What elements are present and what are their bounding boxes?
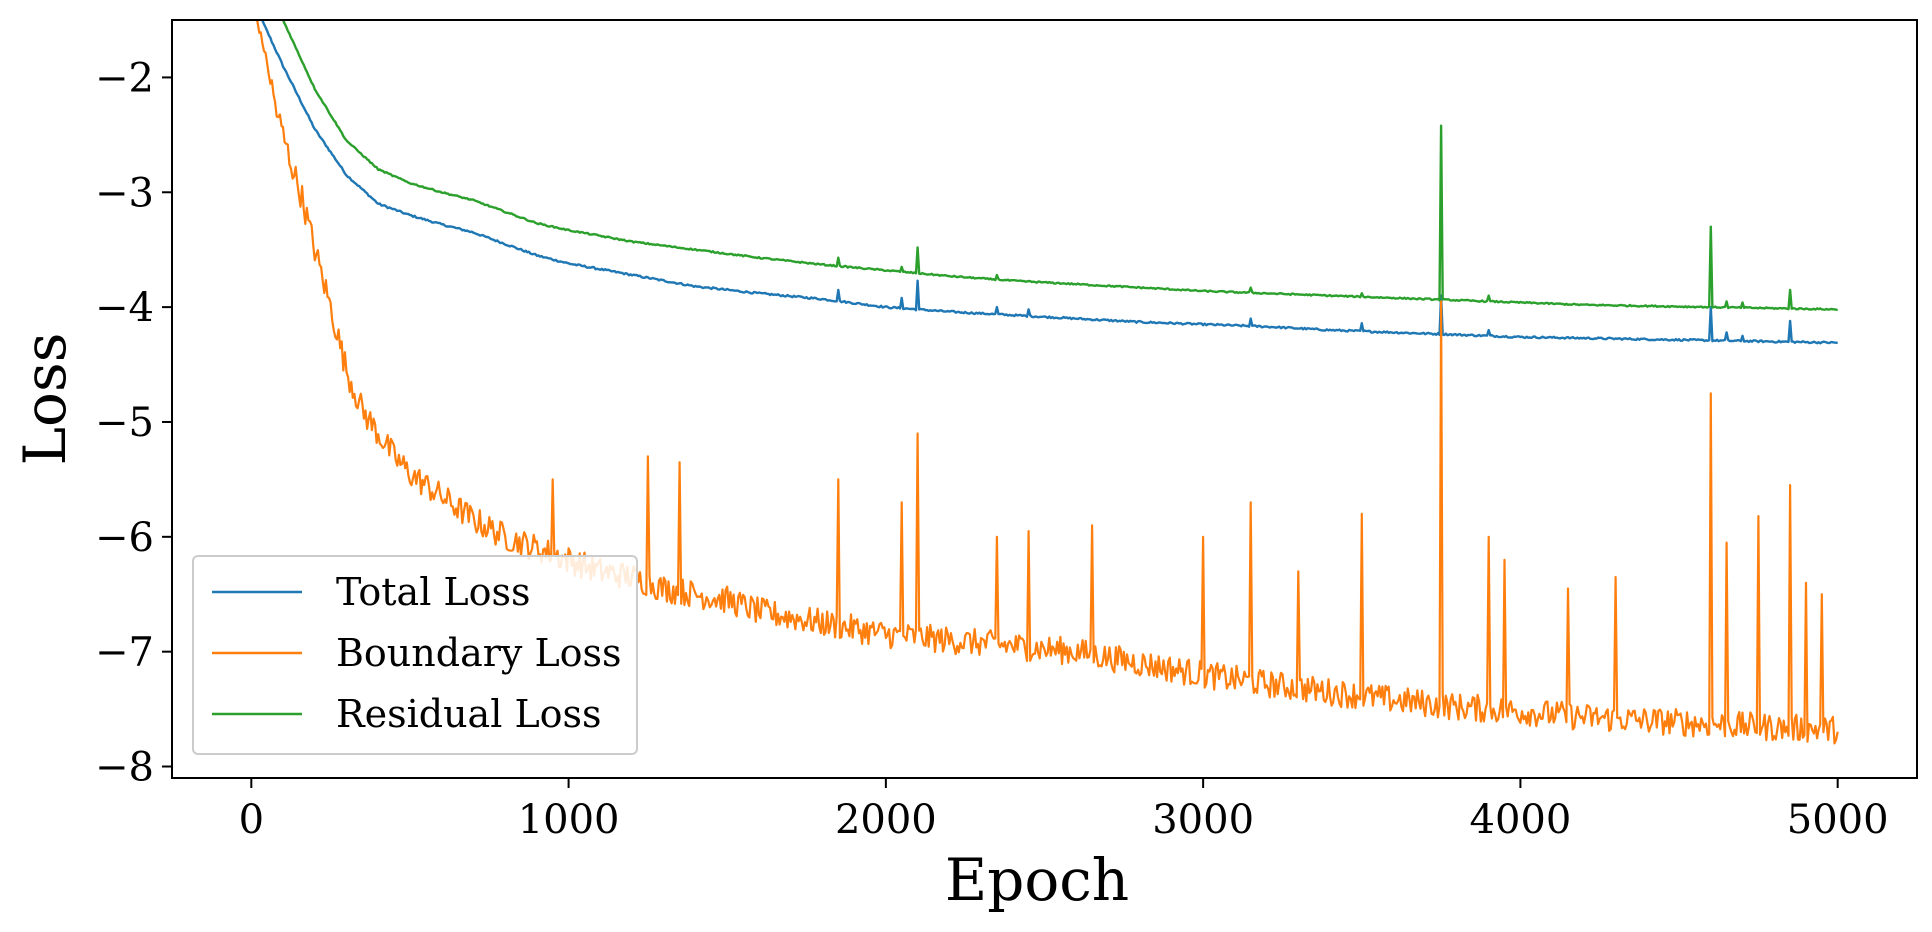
plot-frame — [171, 19, 1918, 779]
legend-box — [192, 555, 638, 755]
y-axis: −2 −3 −4 −5 −6 −7 −8 — [95, 55, 172, 791]
y-tick-label: −8 — [95, 745, 154, 791]
legend-entry-boundary: Boundary Loss — [336, 631, 622, 675]
x-axis-label: Epoch — [945, 846, 1129, 914]
y-tick-label: −5 — [95, 400, 154, 446]
y-tick-label: −4 — [95, 285, 154, 331]
series-layer — [255, 20, 1839, 745]
series-line-total — [260, 20, 1838, 345]
x-tick-label: 0 — [239, 797, 264, 843]
legend-entry-total: Total Loss — [336, 570, 531, 614]
x-tick-label: 2000 — [835, 797, 937, 843]
y-axis-label: Loss — [11, 333, 79, 466]
y-tick-label: −6 — [95, 515, 154, 561]
x-tick-label: 3000 — [1152, 797, 1254, 843]
x-tick-label: 5000 — [1787, 797, 1889, 843]
y-tick-label: −2 — [95, 55, 154, 101]
y-tick-label: −7 — [95, 630, 154, 676]
series-line-residual — [281, 20, 1838, 312]
legend-entry-residual: Residual Loss — [336, 692, 602, 736]
y-tick-label: −3 — [95, 170, 154, 216]
x-tick-label: 4000 — [1470, 797, 1572, 843]
legend: Total Loss Boundary Loss Residual Loss — [192, 555, 638, 755]
x-axis: 0 1000 2000 3000 4000 5000 — [239, 778, 1889, 843]
series-line-boundary — [255, 20, 1839, 745]
x-tick-label: 1000 — [518, 797, 620, 843]
